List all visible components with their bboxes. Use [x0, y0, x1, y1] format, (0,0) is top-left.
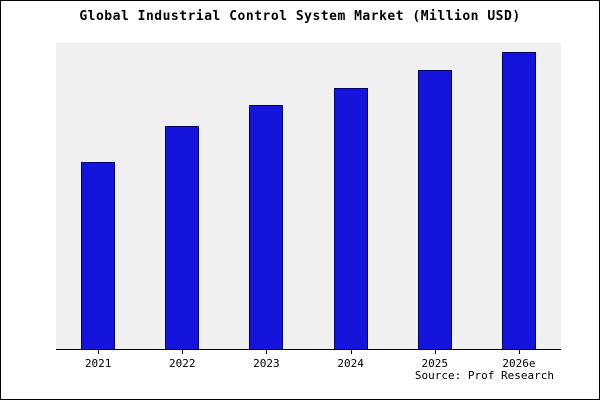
bar-slot-2023 [224, 43, 308, 349]
x-tick-label-2024: 2024 [309, 350, 393, 370]
source-credit: Source: Prof Research [414, 369, 554, 382]
x-tick-label-2023: 2023 [224, 350, 308, 370]
bar-2024 [333, 87, 368, 349]
x-tick-label-2021: 2021 [56, 350, 140, 370]
plot-area [56, 43, 561, 350]
chart-title: Global Industrial Control System Market … [79, 9, 521, 24]
bar-2023 [249, 105, 284, 349]
bar-2026e [501, 51, 536, 349]
bar-slot-2024 [309, 43, 393, 349]
bar-2022 [165, 126, 200, 349]
x-tick-label-2026e: 2026e [477, 350, 561, 370]
bar-slot-2022 [140, 43, 224, 349]
bar-2021 [81, 161, 116, 349]
bars-row [56, 43, 561, 349]
bar-slot-2026e [477, 43, 561, 349]
bar-slot-2021 [56, 43, 140, 349]
bar-slot-2025 [393, 43, 477, 349]
x-tick-label-2025: 2025 [393, 350, 477, 370]
x-axis-labels: 2021 2022 2023 2024 2025 2026e [56, 350, 561, 370]
bar-2025 [417, 69, 452, 349]
x-tick-label-2022: 2022 [140, 350, 224, 370]
